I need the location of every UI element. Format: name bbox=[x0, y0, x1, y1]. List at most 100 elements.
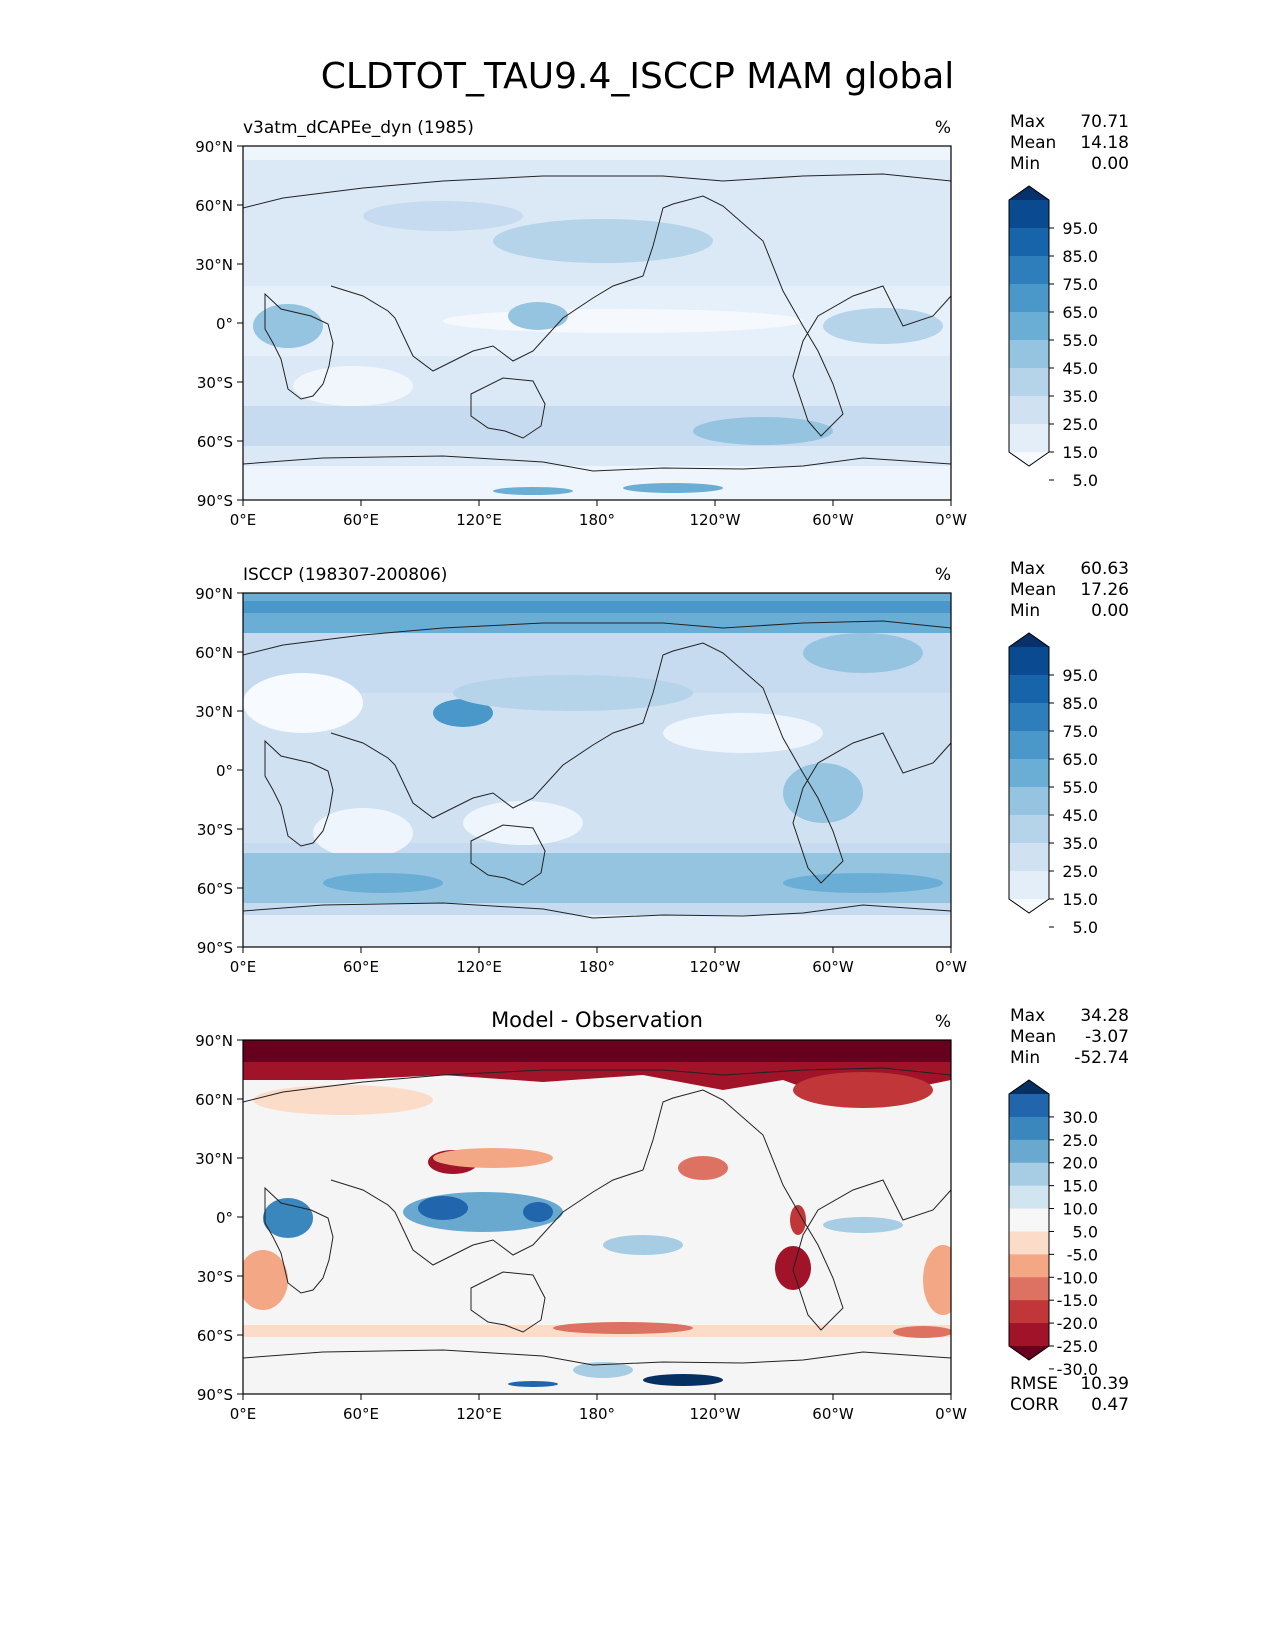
y-tick-label: 30°N bbox=[195, 703, 233, 721]
panel-difference: Model - Observation % bbox=[195, 1008, 967, 1423]
y-tick-label: 90°S bbox=[197, 939, 233, 957]
coastlines bbox=[242, 620, 952, 919]
y-axis: 90°N 60°N 30°N 0° 30°S 60°S 90°S bbox=[195, 138, 243, 510]
colorbar-bin bbox=[1009, 1185, 1049, 1210]
x-tick-label: 0°E bbox=[230, 511, 257, 529]
x-tick-label: 120°E bbox=[456, 958, 502, 976]
stat-min-value: 0.00 bbox=[1091, 154, 1129, 174]
colorbar-tick-label: 25.0 bbox=[1062, 862, 1098, 881]
coastlines bbox=[242, 1067, 952, 1366]
colorbar-bin bbox=[1009, 1162, 1049, 1187]
rmse-value: 10.39 bbox=[1080, 1374, 1129, 1394]
stats-block-model: Max 70.71 Mean 14.18 Min 0.00 bbox=[1010, 112, 1129, 174]
colorbar-tick-label: 5.0 bbox=[1073, 918, 1098, 937]
y-tick-label: 90°N bbox=[195, 138, 233, 156]
field-blob bbox=[678, 1156, 728, 1180]
field-blob bbox=[603, 1235, 683, 1255]
field-blob bbox=[493, 487, 573, 495]
colorbar-tick-label: 15.0 bbox=[1062, 1177, 1098, 1196]
field-blob bbox=[923, 1245, 951, 1315]
stats-block-observation: Max 60.63 Mean 17.26 Min 0.00 bbox=[1010, 559, 1129, 621]
y-tick-label: 60°S bbox=[197, 1327, 233, 1345]
colorbar-extend-min bbox=[1009, 1346, 1049, 1360]
colorbar-tick-label: 55.0 bbox=[1062, 778, 1098, 797]
stat-mean-value: -3.07 bbox=[1085, 1027, 1129, 1047]
field-blob bbox=[823, 1217, 903, 1233]
colorbar-tick-label: 30.0 bbox=[1062, 1108, 1098, 1127]
colorbar-bin bbox=[1009, 256, 1049, 285]
colorbar-bin bbox=[1009, 368, 1049, 397]
colorbar-bin bbox=[1009, 396, 1049, 425]
field-southern-ocean bbox=[243, 406, 951, 446]
x-axis: 0°E 60°E 120°E 180° 120°W 60°W 0°W bbox=[230, 947, 967, 976]
colorbar-tick-label: 15.0 bbox=[1062, 443, 1098, 462]
stat-max-label: Max bbox=[1010, 1006, 1045, 1026]
x-axis: 0°E 60°E 120°E 180° 120°W 60°W 0°W bbox=[230, 500, 967, 529]
field-blob bbox=[313, 808, 413, 858]
colorbar-bin bbox=[1009, 284, 1049, 313]
x-tick-label: 0°W bbox=[935, 511, 967, 529]
units-label: % bbox=[935, 1012, 951, 1032]
field-blob bbox=[783, 763, 863, 823]
x-tick-label: 180° bbox=[579, 1405, 615, 1423]
x-tick-label: 180° bbox=[579, 958, 615, 976]
colorbar-bin bbox=[1009, 787, 1049, 816]
field-blob bbox=[803, 633, 923, 673]
field-blob bbox=[775, 1246, 811, 1290]
colorbar-tick-label: 25.0 bbox=[1062, 1131, 1098, 1150]
x-tick-label: 60°W bbox=[812, 511, 854, 529]
colorbar-model: 95.0 85.0 75.0 65.0 55.0 45.0 35.0 25.0 15.0 5.0 bbox=[1008, 185, 1098, 490]
stat-max-label: Max bbox=[1010, 112, 1045, 132]
x-tick-label: 60°W bbox=[812, 958, 854, 976]
field-clear-band bbox=[443, 309, 803, 333]
colorbar-bin bbox=[1009, 1139, 1049, 1164]
stat-mean-value: 14.18 bbox=[1080, 133, 1129, 153]
y-tick-label: 90°N bbox=[195, 1032, 233, 1050]
field-blob bbox=[643, 1374, 723, 1386]
panel-title: v3atm_dCAPEe_dyn (1985) bbox=[243, 118, 474, 138]
x-tick-label: 0°E bbox=[230, 958, 257, 976]
metrics-block: RMSE 10.39 CORR 0.47 bbox=[1010, 1374, 1129, 1415]
stat-mean-label: Mean bbox=[1010, 133, 1056, 153]
colorbar-bin bbox=[1009, 1300, 1049, 1324]
field-blob bbox=[623, 483, 723, 493]
field-arctic-core bbox=[243, 601, 951, 613]
colorbar-tick-label: 5.0 bbox=[1073, 1222, 1098, 1241]
colorbar-tick-label: 75.0 bbox=[1062, 275, 1098, 294]
y-axis: 90°N 60°N 30°N 0° 30°S 60°S 90°S bbox=[195, 1032, 243, 1404]
field-blob bbox=[293, 366, 413, 406]
colorbar-tick-label: 95.0 bbox=[1062, 219, 1098, 238]
x-tick-label: 0°E bbox=[230, 1405, 257, 1423]
field-blob bbox=[433, 1148, 553, 1168]
colorbar-extend-max bbox=[1009, 633, 1049, 647]
panel-title: ISCCP (198307-200806) bbox=[243, 565, 447, 585]
figure-title: CLDTOT_TAU9.4_ISCCP MAM global bbox=[320, 56, 955, 97]
field-blob bbox=[453, 675, 693, 711]
colorbar-tick-label: 10.0 bbox=[1062, 1200, 1098, 1219]
panel-title: Model - Observation bbox=[491, 1008, 703, 1032]
x-tick-label: 120°W bbox=[690, 958, 741, 976]
colorbar-bin bbox=[1009, 1277, 1049, 1301]
colorbar-bin bbox=[1009, 312, 1049, 341]
stat-min-label: Min bbox=[1010, 601, 1040, 621]
y-tick-label: 60°S bbox=[197, 433, 233, 451]
colorbar-tick-label: 45.0 bbox=[1062, 359, 1098, 378]
y-tick-label: 0° bbox=[216, 315, 233, 333]
colorbar-bin bbox=[1009, 340, 1049, 369]
field-blob bbox=[508, 1381, 558, 1387]
x-tick-label: 60°W bbox=[812, 1405, 854, 1423]
y-axis: 90°N 60°N 30°N 0° 30°S 60°S 90°S bbox=[195, 585, 243, 957]
corr-label: CORR bbox=[1010, 1395, 1059, 1415]
colorbar-tick-label: 35.0 bbox=[1062, 387, 1098, 406]
y-tick-label: 0° bbox=[216, 1209, 233, 1227]
field-blob bbox=[363, 201, 523, 231]
y-tick-label: 90°S bbox=[197, 1386, 233, 1404]
colorbar-bin bbox=[1009, 843, 1049, 872]
colorbar-tick-label: 35.0 bbox=[1062, 834, 1098, 853]
colorbar-tick-label: 65.0 bbox=[1062, 303, 1098, 322]
field-antarctic bbox=[243, 915, 951, 947]
colorbar-bin bbox=[1009, 1254, 1049, 1278]
y-tick-label: 0° bbox=[216, 762, 233, 780]
y-tick-label: 60°N bbox=[195, 644, 233, 662]
field-blob bbox=[243, 673, 363, 733]
